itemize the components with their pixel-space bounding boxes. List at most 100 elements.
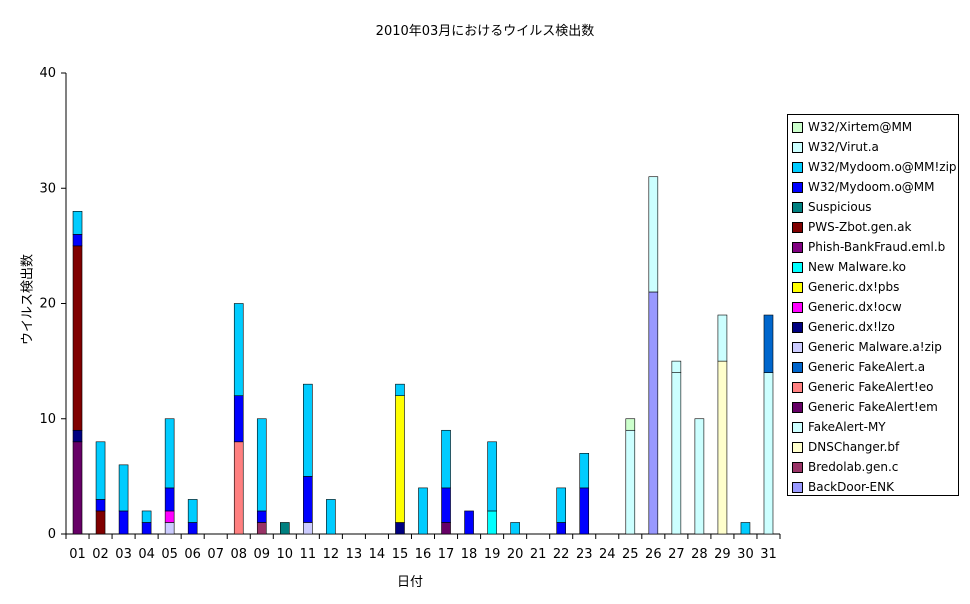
- x-tick-label: 16: [415, 547, 432, 562]
- bar-segment: [717, 360, 728, 535]
- legend-label: DNSChanger.bf: [808, 440, 900, 454]
- bar-segment: [418, 487, 428, 535]
- bar-segment: [187, 499, 198, 523]
- legend-item: PWS-Zbot.gen.ak: [792, 217, 911, 237]
- bar-segment: [95, 510, 106, 535]
- bar-segment: [95, 499, 106, 512]
- bar-segment: [164, 522, 175, 535]
- bar-segment: [118, 510, 129, 535]
- bar-segment: [303, 476, 313, 523]
- bar-segment: [72, 245, 83, 431]
- x-tick-label: 09: [254, 547, 271, 562]
- bar-segment: [763, 372, 774, 535]
- bar-segment: [141, 510, 152, 523]
- x-tick-label: 04: [138, 547, 155, 562]
- x-tick-label: 05: [161, 547, 178, 562]
- bar-segment: [510, 522, 520, 535]
- x-tick-label: 18: [461, 547, 478, 562]
- chart-title: 2010年03月におけるウイルス検出数: [375, 24, 595, 39]
- y-tick-label: 40: [39, 66, 56, 81]
- x-tick-label: 13: [346, 547, 363, 562]
- bar-segment: [625, 429, 636, 535]
- legend-swatch: [792, 121, 803, 133]
- y-axis-label: ウイルス検出数: [20, 254, 36, 346]
- legend-swatch: [792, 281, 803, 293]
- legend-label: Generic.dx!lzo: [808, 320, 895, 334]
- bar-segment: [441, 522, 451, 535]
- legend-label: Suspicious: [808, 200, 872, 214]
- legend-label: W32/Virut.a: [808, 140, 879, 154]
- legend-item: DNSChanger.bf: [792, 437, 899, 457]
- legend-label: Generic.dx!ocw: [808, 300, 902, 314]
- legend-label: W32/Xirtem@MM: [808, 120, 913, 134]
- bar-segment: [256, 522, 267, 535]
- legend-label: W32/Mydoom.o@MM: [808, 180, 935, 194]
- legend-item: Generic Malware.a!zip: [792, 337, 942, 357]
- x-tick-label: 20: [507, 547, 524, 562]
- legend-swatch: [792, 201, 803, 213]
- x-tick-label: 30: [737, 547, 754, 562]
- x-tick-label: 28: [691, 547, 708, 562]
- legend-item: BackDoor-ENK: [792, 477, 894, 497]
- x-tick-label: 03: [115, 547, 132, 562]
- x-tick-label: 17: [438, 547, 455, 562]
- x-tick-label: 07: [207, 547, 224, 562]
- legend-item: W32/Virut.a: [792, 137, 879, 157]
- legend-label: Generic Malware.a!zip: [808, 340, 942, 354]
- bar-segment: [556, 522, 566, 535]
- legend-label: Generic FakeAlert.a: [808, 360, 926, 374]
- legend-label: Phish-BankFraud.eml.b: [808, 240, 946, 254]
- legend-swatch: [792, 261, 803, 273]
- x-tick-label: 02: [92, 547, 109, 562]
- bar-segment: [740, 522, 751, 535]
- y-tick-label: 30: [39, 181, 56, 196]
- legend-swatch: [792, 301, 803, 313]
- chart-legend: W32/Xirtem@MM W32/Virut.a W32/Mydoom.o@MM!…: [787, 114, 959, 496]
- legend-swatch: [792, 481, 803, 493]
- bar-segment: [326, 499, 336, 535]
- bar-segment: [717, 314, 728, 362]
- bar-segment: [671, 372, 682, 535]
- bar-segment: [233, 395, 244, 443]
- bar-segment: [164, 418, 175, 489]
- bar-segment: [487, 441, 497, 512]
- bar-segment: [395, 383, 405, 396]
- legend-item: Generic FakeAlert!eo: [792, 377, 934, 397]
- legend-item: Generic.dx!ocw: [792, 297, 902, 317]
- legend-swatch: [792, 381, 803, 393]
- x-tick-label: 10: [277, 547, 294, 562]
- bar-segment: [648, 176, 659, 293]
- bar-segment: [556, 487, 566, 523]
- bar-segment: [303, 383, 313, 477]
- legend-item: Bredolab.gen.c: [792, 457, 898, 477]
- bar-segment: [233, 441, 244, 535]
- x-tick-label: 26: [645, 547, 662, 562]
- x-tick-label: 25: [622, 547, 639, 562]
- bar-segment: [303, 522, 313, 535]
- bar-segment: [763, 314, 774, 373]
- legend-item: Generic.dx!pbs: [792, 277, 899, 297]
- legend-swatch: [792, 361, 803, 373]
- x-tick-label: 29: [714, 547, 731, 562]
- bar-segment: [648, 291, 659, 535]
- bar-segment: [395, 395, 405, 523]
- legend-item: W32/Mydoom.o@MM!zip: [792, 157, 957, 177]
- x-axis-label: 日付: [396, 575, 423, 590]
- legend-swatch: [792, 141, 803, 153]
- legend-swatch: [792, 321, 803, 333]
- bar-segment: [625, 418, 636, 431]
- legend-swatch: [792, 401, 803, 413]
- bar-segment: [464, 510, 474, 535]
- x-tick-label: 12: [323, 547, 340, 562]
- legend-item: Generic FakeAlert!em: [792, 397, 938, 417]
- legend-swatch: [792, 441, 803, 453]
- legend-label: BackDoor-ENK: [808, 480, 894, 494]
- bar-segment: [72, 429, 83, 443]
- bar-segment: [95, 441, 106, 500]
- legend-swatch: [792, 161, 803, 173]
- x-tick-label: 15: [392, 547, 409, 562]
- legend-label: PWS-Zbot.gen.ak: [808, 220, 912, 234]
- legend-item: Generic FakeAlert.a: [792, 357, 925, 377]
- bar-segment: [233, 303, 244, 396]
- x-tick-label: 24: [599, 547, 616, 562]
